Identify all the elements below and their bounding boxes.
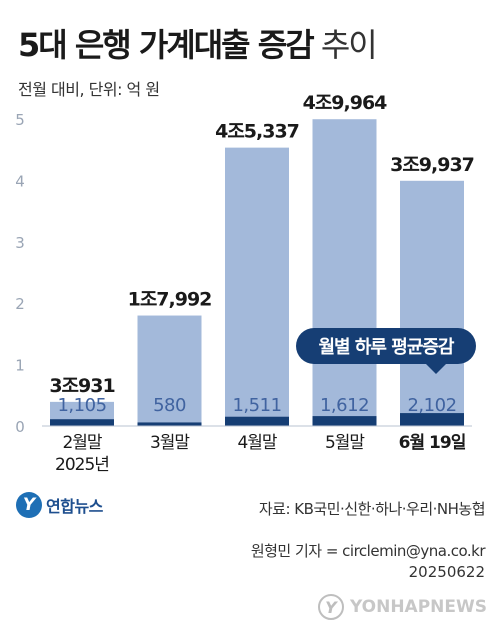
category-label: 2월말 (62, 433, 102, 453)
chart-title: 5대 은행 가계대출 증감 추이 (18, 20, 378, 66)
total-bar (312, 119, 377, 426)
source-note: 자료: KB국민·신한·하나·우리·NH농협 (258, 500, 486, 518)
daily-bar (137, 422, 202, 426)
y-tick-label: 4 (15, 172, 25, 190)
total-value-label: 4조5,337 (215, 121, 299, 143)
total-value-label: 4조9,964 (303, 92, 388, 114)
title-main: 5대 은행 가계대출 증감 (18, 26, 315, 64)
daily-value-label: 1,511 (232, 395, 281, 416)
y-tick-label: 5 (15, 111, 25, 129)
daily-value-label: 580 (153, 395, 186, 416)
total-bar (400, 180, 464, 426)
category-label: 6월 19일 (399, 433, 466, 453)
total-bar (225, 147, 289, 427)
category-label: 5월말 (325, 433, 365, 453)
daily-bar (50, 419, 114, 426)
y-tick-label: 3 (15, 234, 25, 252)
daily-value-label: 2,102 (407, 395, 456, 416)
publish-date: 20250622 (408, 563, 485, 581)
daily-bar (312, 416, 377, 426)
callout-pointer (426, 364, 446, 374)
reporter-credit: 원형민 기자 = circlemin@yna.co.kr (250, 542, 486, 560)
y-tick-label: 0 (15, 418, 25, 436)
watermark: Y YONHAPNEWS (317, 594, 487, 620)
daily-value-label: 1,612 (320, 395, 369, 416)
y-tick-label: 2 (15, 295, 25, 313)
daily-bar (400, 413, 464, 426)
total-bar (137, 315, 202, 426)
total-value-label: 3조931 (49, 375, 114, 397)
total-value-label: 1조7,992 (128, 289, 212, 311)
total-value-label: 3조9,937 (390, 154, 474, 176)
callout-box (296, 328, 476, 364)
daily-value-label: 1,105 (57, 395, 106, 416)
yonhap-logo-icon: Y (16, 492, 42, 518)
watermark-text: YONHAPNEWS (349, 597, 487, 617)
category-label: 4월말 (237, 433, 277, 453)
callout-label: 월별 하루 평균증감 (318, 337, 454, 358)
yonhap-logo: Y 연합뉴스 (16, 492, 103, 518)
title-suffix: 추이 (320, 26, 378, 64)
category-label: 2025년 (55, 455, 109, 475)
chart-subtitle: 전월 대비, 단위: 억 원 (18, 80, 160, 99)
watermark-icon: Y (317, 594, 344, 620)
logo-text: 연합뉴스 (46, 497, 103, 516)
daily-bar (225, 416, 289, 426)
category-label: 3월말 (150, 433, 190, 453)
y-tick-label: 1 (15, 357, 25, 375)
